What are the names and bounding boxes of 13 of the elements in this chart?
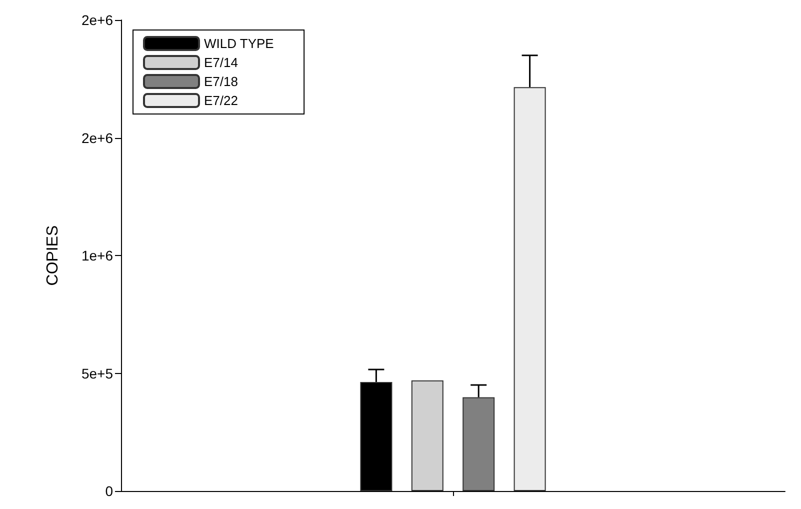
y-tick-label: 2e+6 (81, 12, 114, 28)
bar (462, 397, 495, 491)
legend-label: E7/18 (204, 74, 238, 89)
y-tick-label: 2e+6 (81, 130, 114, 146)
legend-label: E7/14 (204, 55, 238, 70)
bar (411, 380, 444, 491)
y-tick-label: 1e+6 (81, 248, 114, 264)
legend-label: WILD TYPE (204, 36, 274, 51)
legend-label: E7/22 (204, 93, 238, 108)
y-axis-title: COPIES (44, 225, 62, 286)
y-tick-label: 0 (105, 483, 114, 499)
bar (514, 87, 546, 491)
y-tick-label: 5e+5 (81, 365, 114, 382)
